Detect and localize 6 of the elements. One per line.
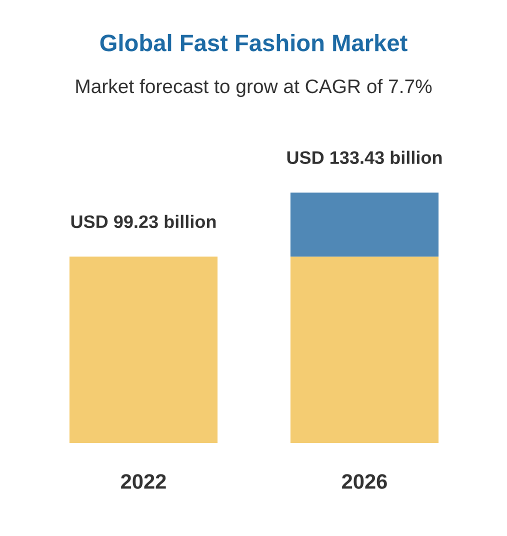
x-tick-label: 2026 bbox=[342, 474, 387, 489]
total-label: USD 99.23 billion bbox=[71, 214, 216, 228]
total-label: USD 133.43 billion bbox=[287, 150, 442, 164]
chart-subtitle: Market forecast to grow at CAGR of 7.7% bbox=[76, 78, 432, 98]
chart-title: Global Fast Fashion Market bbox=[100, 34, 408, 52]
x-tick-label: 2022 bbox=[121, 474, 166, 489]
